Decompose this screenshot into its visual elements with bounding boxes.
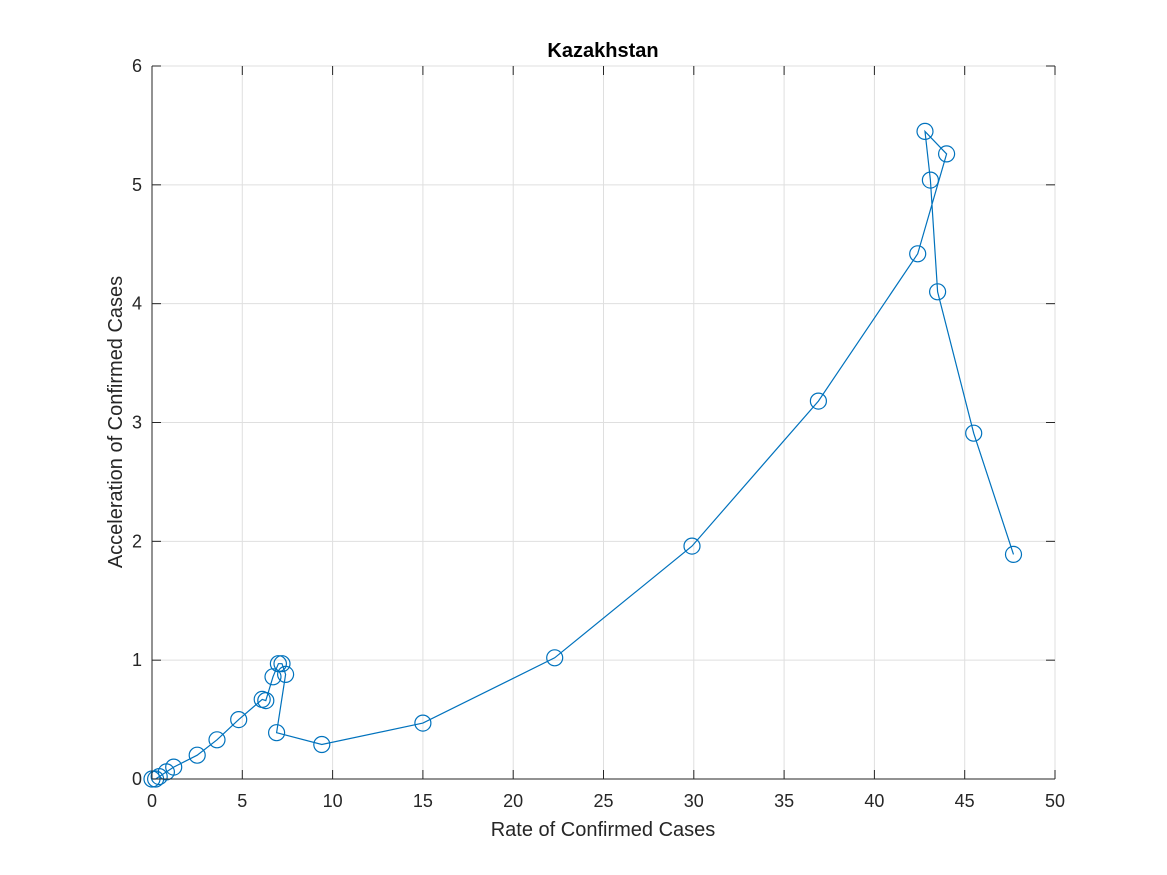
data-point [313, 735, 331, 754]
data-point [928, 283, 947, 301]
y-tick-label: 1 [132, 650, 142, 670]
x-tick-label: 20 [503, 791, 523, 811]
x-tick-label: 15 [413, 791, 433, 811]
data-point [230, 710, 248, 729]
x-axis-label: Rate of Confirmed Cases [491, 819, 716, 841]
data-point [937, 145, 956, 163]
x-tick-label: 35 [774, 791, 794, 811]
data-point [916, 122, 934, 140]
data-point [921, 171, 940, 189]
data-point [268, 724, 286, 742]
data-point [683, 537, 701, 555]
y-tick-label: 6 [132, 56, 142, 76]
series-layer [143, 122, 1023, 788]
chart-title: Kazakhstan [547, 40, 658, 62]
x-tick-label: 25 [593, 791, 613, 811]
data-point [809, 392, 828, 410]
data-point [208, 731, 226, 749]
data-point [1004, 545, 1023, 564]
x-tick-label: 50 [1045, 791, 1065, 811]
data-point [165, 758, 183, 776]
y-tick-label: 3 [132, 413, 142, 433]
data-point [965, 424, 983, 442]
data-point [188, 746, 206, 764]
data-point [257, 691, 275, 710]
x-tick-label: 40 [864, 791, 884, 811]
y-tick-label: 0 [132, 769, 142, 789]
y-tick-label: 2 [132, 531, 142, 551]
x-tick-label: 45 [955, 791, 975, 811]
y-tick-label: 5 [132, 175, 142, 195]
x-tick-label: 10 [323, 791, 343, 811]
y-axis-label: Acceleration of Confirmed Cases [105, 276, 127, 568]
data-point [414, 714, 432, 732]
x-tick-label: 0 [147, 791, 157, 811]
data-point [546, 649, 564, 667]
data-point [909, 245, 927, 263]
y-tick-label: 4 [132, 294, 142, 314]
series-line [152, 129, 1015, 780]
data-point [277, 665, 295, 684]
x-tick-label: 5 [237, 791, 247, 811]
x-tick-label: 30 [684, 791, 704, 811]
data-point [273, 655, 291, 673]
